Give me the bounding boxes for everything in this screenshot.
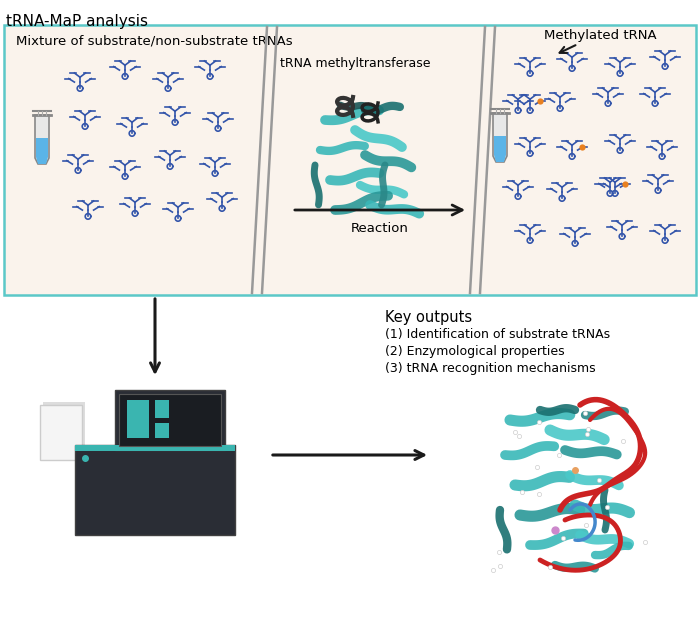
FancyBboxPatch shape xyxy=(115,390,225,450)
FancyBboxPatch shape xyxy=(127,400,149,438)
FancyBboxPatch shape xyxy=(4,25,696,295)
FancyBboxPatch shape xyxy=(43,402,85,457)
FancyBboxPatch shape xyxy=(75,445,235,451)
FancyBboxPatch shape xyxy=(155,400,169,418)
Text: Methylated tRNA: Methylated tRNA xyxy=(544,29,657,42)
Text: (2) Enzymological properties: (2) Enzymological properties xyxy=(385,345,565,358)
Polygon shape xyxy=(494,136,506,162)
Text: (1) Identification of substrate tRNAs: (1) Identification of substrate tRNAs xyxy=(385,328,610,341)
Polygon shape xyxy=(35,115,49,164)
FancyBboxPatch shape xyxy=(155,423,169,438)
FancyBboxPatch shape xyxy=(40,405,82,460)
FancyBboxPatch shape xyxy=(119,394,221,446)
Text: Next-generation: Next-generation xyxy=(99,492,211,506)
Polygon shape xyxy=(493,113,507,162)
Text: Key outputs: Key outputs xyxy=(385,310,472,325)
Text: (3) tRNA recognition mechanisms: (3) tRNA recognition mechanisms xyxy=(385,362,596,375)
Text: Reaction: Reaction xyxy=(351,222,409,235)
Text: DNA sequencer: DNA sequencer xyxy=(102,507,209,521)
FancyBboxPatch shape xyxy=(75,445,235,535)
Text: Mixture of substrate/non-substrate tRNAs: Mixture of substrate/non-substrate tRNAs xyxy=(16,34,293,47)
Polygon shape xyxy=(36,138,48,164)
Text: tRNA methyltransferase: tRNA methyltransferase xyxy=(280,57,430,69)
Text: tRNA-MaP analysis: tRNA-MaP analysis xyxy=(6,14,148,29)
